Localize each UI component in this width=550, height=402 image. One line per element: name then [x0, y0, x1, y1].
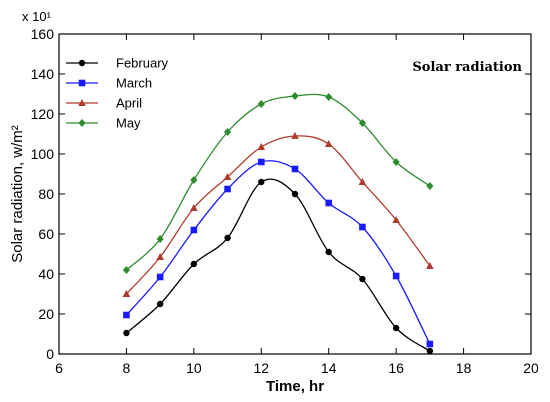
y-tick-label: 40 [38, 266, 54, 282]
data-point-march [359, 223, 366, 231]
x-tick-label: 8 [123, 360, 131, 376]
data-point-may [358, 119, 367, 127]
data-point-march [156, 273, 164, 281]
data-point-march [291, 165, 299, 173]
x-axis-title: Time, hr [266, 378, 324, 395]
x-tick-label: 10 [186, 360, 202, 376]
legend-marker [78, 119, 86, 127]
series-february [123, 178, 434, 355]
data-point-april [156, 253, 164, 260]
x-tick-label: 20 [523, 360, 539, 376]
y-tick-label: 20 [38, 306, 54, 322]
data-point-april [122, 290, 131, 297]
data-point-may [223, 128, 232, 136]
data-point-march [224, 185, 231, 193]
data-point-march [123, 311, 130, 319]
x-tick-label: 18 [456, 360, 472, 376]
series-line-april [125, 135, 431, 295]
data-point-april [291, 132, 299, 139]
data-point-february [224, 234, 231, 242]
x-tick-label: 6 [55, 360, 63, 376]
series-line-february [126, 178, 431, 352]
data-point-march [190, 226, 198, 234]
chart-annotation: Solar radiation [412, 60, 522, 75]
series-line-march [125, 160, 431, 345]
series-layer [122, 92, 434, 355]
y-tick-label: 100 [31, 146, 55, 162]
y-tick-label: 160 [31, 26, 55, 42]
y-axis-title: Solar radiation, w/m² [9, 125, 26, 263]
data-point-april [223, 173, 232, 180]
data-point-may [291, 92, 299, 100]
y-tick-label: 140 [31, 66, 55, 82]
data-point-may [156, 235, 164, 243]
data-point-march [325, 199, 333, 207]
data-point-february [325, 248, 332, 256]
y-tick-label: 60 [38, 226, 54, 242]
y-multiplier-label: x 10¹ [22, 9, 52, 24]
data-point-april [392, 216, 400, 223]
series-march [123, 158, 434, 348]
data-point-february [190, 260, 198, 268]
data-point-february [392, 324, 400, 332]
series-may [122, 92, 434, 274]
data-point-march [392, 272, 400, 280]
y-tick-label: 120 [31, 106, 55, 122]
legend-marker [78, 59, 86, 67]
x-tick-label: 14 [321, 360, 337, 376]
data-point-february [123, 329, 130, 337]
x-tick-label: 12 [253, 360, 269, 376]
data-point-april [257, 143, 266, 150]
series-line-may [125, 93, 431, 271]
data-point-april [324, 140, 333, 147]
data-point-march [426, 340, 434, 348]
data-point-may [190, 176, 198, 184]
legend-label: April [116, 96, 142, 111]
data-point-may [257, 100, 265, 108]
data-point-march [257, 158, 265, 166]
data-point-april [358, 178, 367, 185]
legend-marker [78, 99, 86, 106]
legend-marker [78, 79, 86, 87]
data-point-april [426, 262, 434, 269]
data-point-february [156, 300, 164, 308]
legend-label: May [116, 116, 141, 131]
y-tick-label: 80 [38, 186, 54, 202]
data-point-may [325, 93, 333, 101]
x-tick-label: 16 [388, 360, 404, 376]
data-point-february [359, 275, 366, 283]
data-point-february [258, 178, 265, 186]
data-point-may [426, 182, 434, 190]
data-point-may [122, 266, 131, 274]
data-point-april [190, 204, 198, 211]
series-april [122, 132, 434, 297]
data-point-february [426, 347, 434, 355]
data-point-february [291, 190, 299, 198]
legend: February March April May [66, 56, 169, 131]
y-tick-label: 0 [46, 346, 54, 362]
data-point-may [392, 158, 400, 166]
axis-ticks: 6 8 10 12 14 16 18 20 0 20 40 60 80 100 120 140 160 [31, 26, 539, 376]
legend-label: February [116, 56, 169, 71]
legend-label: March [116, 76, 152, 91]
